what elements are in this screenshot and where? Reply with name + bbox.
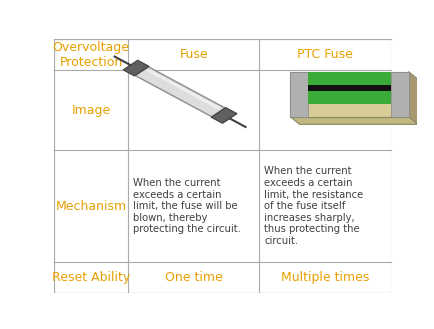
Text: When the current
exceeds a certain
limit, the fuse will be
blown, thereby
protec: When the current exceeds a certain limit… bbox=[133, 178, 241, 234]
Text: Reset Ability: Reset Ability bbox=[52, 271, 130, 284]
Polygon shape bbox=[408, 72, 418, 124]
Text: Overvoltage
Protection: Overvoltage Protection bbox=[53, 41, 130, 69]
Polygon shape bbox=[290, 72, 308, 116]
Text: When the current
exceeds a certain
limit, the resistance
of the fuse itself
incr: When the current exceeds a certain limit… bbox=[264, 166, 364, 246]
Polygon shape bbox=[135, 67, 225, 117]
Polygon shape bbox=[290, 72, 408, 116]
Polygon shape bbox=[211, 108, 237, 123]
Polygon shape bbox=[147, 69, 220, 109]
Polygon shape bbox=[123, 60, 149, 76]
Polygon shape bbox=[308, 85, 391, 91]
Text: Fuse: Fuse bbox=[180, 48, 208, 61]
Polygon shape bbox=[391, 72, 408, 116]
Text: Multiple times: Multiple times bbox=[281, 271, 369, 284]
Polygon shape bbox=[308, 72, 391, 104]
Text: One time: One time bbox=[165, 271, 223, 284]
Text: Image: Image bbox=[72, 104, 111, 117]
FancyBboxPatch shape bbox=[54, 39, 391, 293]
Polygon shape bbox=[290, 116, 418, 124]
Text: Mechanism: Mechanism bbox=[56, 200, 127, 213]
Text: PTC Fuse: PTC Fuse bbox=[297, 48, 353, 61]
